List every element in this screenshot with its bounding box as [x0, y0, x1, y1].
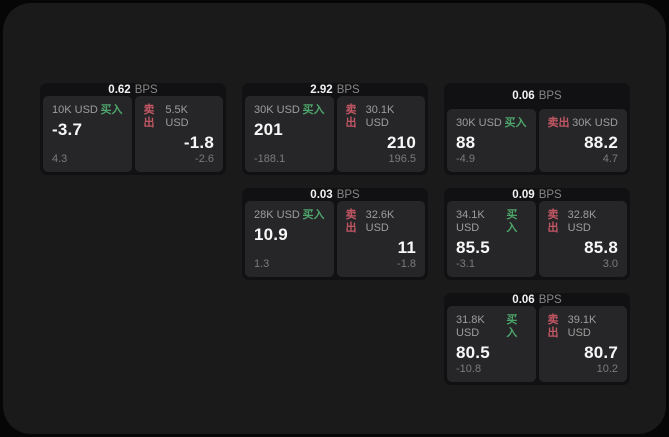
quote-card: 0.09 BPS 34.1K USD 买入 85.5 -3.1 卖出 — [444, 188, 630, 280]
buy-quote-tile[interactable]: 28K USD 买入 10.9 1.3 — [245, 201, 334, 277]
spread-value: 0.03 — [310, 188, 333, 201]
buy-delta: 1.3 — [254, 258, 270, 270]
buy-quote-tile[interactable]: 30K USD 买入 88 -4.9 — [447, 109, 536, 172]
buy-side-label: 买入 — [302, 209, 325, 221]
spread-unit: BPS — [336, 188, 360, 201]
sell-price: -1.8 — [183, 133, 214, 152]
buy-size: 30K USD — [254, 104, 300, 116]
spread-unit: BPS — [538, 90, 562, 102]
spread-value: 2.92 — [310, 83, 333, 96]
buy-price: 88 — [456, 133, 476, 152]
buy-size: 31.8K USD — [456, 314, 485, 339]
buy-side-label: 买入 — [506, 314, 518, 339]
spread-header: 0.03 BPS — [242, 188, 428, 201]
buy-price: -3.7 — [52, 120, 83, 139]
buy-quote-tile[interactable]: 10K USD 买入 -3.7 4.3 — [43, 96, 132, 172]
spread-unit: BPS — [134, 83, 158, 96]
sell-price: 80.7 — [584, 343, 618, 362]
main-panel: 0.62 BPS 10K USD 买入 -3.7 4.3 卖出 — [3, 3, 666, 434]
sell-side-label: 卖出 — [547, 117, 570, 129]
buy-delta: -10.8 — [456, 363, 482, 375]
sell-price: 88.2 — [584, 133, 618, 152]
sell-side-label: 卖出 — [143, 104, 155, 129]
buy-price: 85.5 — [456, 238, 490, 257]
sell-quote-tile[interactable]: 卖出 30.1K USD 210 196.5 — [336, 96, 425, 172]
quote-card: 0.06 BPS 30K USD 买入 88 -4.9 卖出 — [444, 83, 630, 175]
buy-size: 28K USD — [254, 209, 300, 221]
sell-price: 11 — [397, 238, 416, 257]
buy-quote-tile[interactable]: 30K USD 买入 201 -188.1 — [245, 96, 334, 172]
buy-delta: -4.9 — [456, 153, 475, 165]
sell-delta: -2.6 — [195, 153, 214, 165]
sell-quote-tile[interactable]: 卖出 32.6K USD 11 -1.8 — [336, 201, 425, 277]
buy-side-label: 买入 — [504, 117, 527, 129]
sell-price: 85.8 — [584, 238, 618, 257]
sell-delta: -1.8 — [397, 258, 416, 270]
buy-side-label: 买入 — [100, 104, 123, 116]
spread-unit: BPS — [538, 188, 562, 201]
buy-price: 10.9 — [254, 225, 288, 244]
buy-price: 201 — [254, 120, 283, 139]
spread-value: 0.62 — [108, 83, 131, 96]
spread-unit: BPS — [336, 83, 360, 96]
buy-quote-tile[interactable]: 34.1K USD 买入 85.5 -3.1 — [447, 201, 536, 277]
buy-side-label: 买入 — [506, 209, 518, 234]
sell-quote-tile[interactable]: 卖出 30K USD 88.2 4.7 — [538, 109, 627, 172]
sell-delta: 3.0 — [602, 258, 618, 270]
buy-size: 10K USD — [52, 104, 98, 116]
spread-header: 0.09 BPS — [444, 188, 630, 201]
sell-size: 32.8K USD — [567, 209, 597, 234]
sell-size: 5.5K USD — [165, 104, 189, 129]
buy-size: 34.1K USD — [456, 209, 485, 234]
sell-quote-tile[interactable]: 卖出 5.5K USD -1.8 -2.6 — [134, 96, 223, 172]
sell-delta: 4.7 — [602, 153, 618, 165]
spread-header: 0.06 BPS — [444, 293, 630, 306]
buy-quote-tile[interactable]: 31.8K USD 买入 80.5 -10.8 — [447, 306, 536, 382]
quote-card: 0.06 BPS 31.8K USD 买入 80.5 -10.8 卖 — [444, 293, 630, 385]
buy-size: 30K USD — [456, 117, 502, 129]
buy-delta: -188.1 — [254, 153, 286, 165]
quote-cards-grid: 0.62 BPS 10K USD 买入 -3.7 4.3 卖出 — [40, 83, 630, 385]
sell-price: 210 — [387, 133, 416, 152]
buy-price: 80.5 — [456, 343, 490, 362]
sell-size: 32.6K USD — [365, 209, 395, 234]
buy-delta: 4.3 — [52, 153, 68, 165]
sell-side-label: 卖出 — [345, 209, 357, 234]
sell-delta: 196.5 — [388, 153, 416, 165]
spread-value: 0.06 — [512, 90, 535, 102]
spread-value: 0.09 — [512, 188, 535, 201]
buy-delta: -3.1 — [456, 258, 475, 270]
spread-header: 0.62 BPS — [40, 83, 226, 96]
sell-size: 30K USD — [572, 117, 618, 129]
quote-card: 0.62 BPS 10K USD 买入 -3.7 4.3 卖出 — [40, 83, 226, 175]
sell-size: 30.1K USD — [365, 104, 395, 129]
sell-size: 39.1K USD — [567, 314, 597, 339]
spread-unit: BPS — [538, 293, 562, 306]
sell-side-label: 卖出 — [547, 314, 559, 339]
buy-side-label: 买入 — [302, 104, 325, 116]
quote-card: 0.03 BPS 28K USD 买入 10.9 1.3 卖出 — [242, 188, 428, 280]
sell-quote-tile[interactable]: 卖出 39.1K USD 80.7 10.2 — [538, 306, 627, 382]
sell-side-label: 卖出 — [345, 104, 357, 129]
spread-header: 2.92 BPS — [242, 83, 428, 96]
quote-card: 2.92 BPS 30K USD 买入 201 -188.1 卖出 — [242, 83, 428, 175]
sell-delta: 10.2 — [596, 363, 618, 375]
spread-header: 0.06 BPS — [444, 83, 630, 109]
sell-side-label: 卖出 — [547, 209, 559, 234]
sell-quote-tile[interactable]: 卖出 32.8K USD 85.8 3.0 — [538, 201, 627, 277]
spread-value: 0.06 — [512, 293, 535, 306]
